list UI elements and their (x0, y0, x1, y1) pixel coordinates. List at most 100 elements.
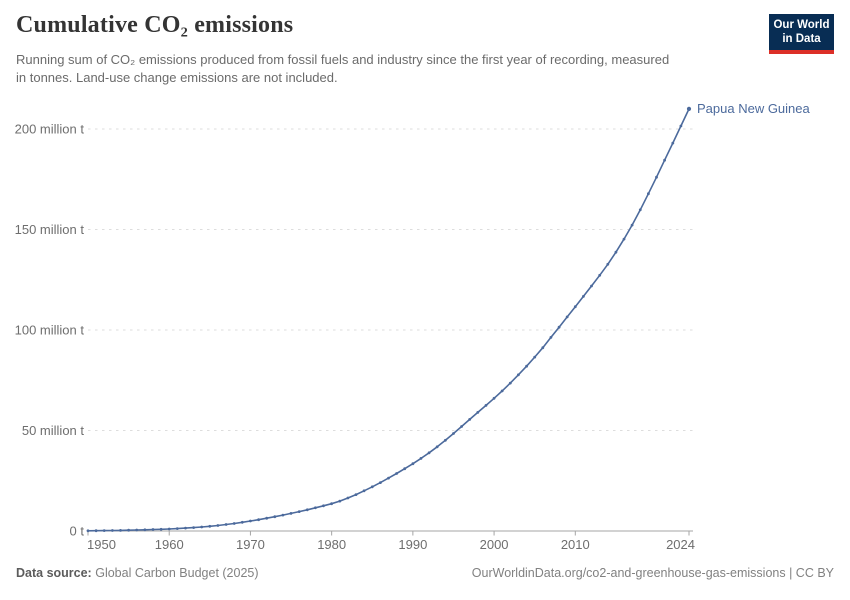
data-point-2002[interactable] (508, 381, 512, 385)
data-point-1962[interactable] (184, 526, 187, 530)
data-point-2019[interactable] (647, 192, 650, 196)
x-tick-label-1950: 1950 (87, 537, 116, 552)
data-point-2023[interactable] (679, 124, 683, 128)
data-point-1967[interactable] (224, 523, 228, 526)
chart-footer: Data source: Global Carbon Budget (2025)… (16, 566, 834, 580)
data-point-1973[interactable] (273, 515, 277, 519)
data-point-1995[interactable] (452, 432, 455, 435)
data-point-2018[interactable] (638, 208, 642, 212)
data-point-1961[interactable] (175, 527, 179, 530)
data-point-1953[interactable] (111, 529, 114, 532)
data-point-1964[interactable] (200, 525, 204, 529)
data-point-1998[interactable] (476, 411, 480, 414)
data-point-2004[interactable] (525, 364, 528, 368)
data-point-1960[interactable] (167, 527, 171, 531)
data-point-1972[interactable] (265, 516, 269, 520)
data-point-1991[interactable] (419, 457, 423, 460)
data-point-1990[interactable] (411, 462, 415, 466)
data-point-1984[interactable] (362, 489, 366, 493)
data-point-2016[interactable] (622, 237, 626, 241)
data-source-label: Data source: (16, 566, 92, 580)
data-point-2024[interactable] (686, 106, 692, 111)
data-point-2014[interactable] (606, 262, 610, 266)
data-point-1977[interactable] (305, 508, 309, 512)
data-point-2022[interactable] (671, 141, 675, 145)
data-point-1978[interactable] (314, 506, 317, 510)
data-point-2007[interactable] (549, 336, 553, 339)
y-tick-label-50: 50 million t (22, 423, 85, 438)
data-point-1988[interactable] (395, 472, 398, 475)
y-tick-label-150: 150 million t (15, 222, 85, 237)
data-point-1954[interactable] (119, 529, 122, 532)
data-point-2003[interactable] (517, 373, 520, 377)
data-point-1971[interactable] (257, 518, 260, 522)
data-point-2015[interactable] (614, 250, 618, 254)
x-tick-label-2000: 2000 (480, 537, 509, 552)
data-point-2020[interactable] (655, 175, 658, 179)
data-point-1952[interactable] (102, 529, 106, 532)
x-tick-label-2010: 2010 (561, 537, 590, 552)
series-label-papua-new-guinea[interactable]: Papua New Guinea (697, 101, 811, 116)
data-point-1963[interactable] (192, 526, 196, 529)
data-point-1957[interactable] (143, 528, 147, 532)
data-point-1996[interactable] (460, 425, 463, 428)
x-tick-label-2024: 2024 (666, 537, 695, 552)
y-tick-label-200: 200 million t (15, 122, 85, 137)
data-point-1985[interactable] (370, 485, 374, 489)
data-point-1970[interactable] (249, 519, 252, 523)
data-point-1987[interactable] (387, 476, 390, 480)
data-source: Data source: Global Carbon Budget (2025) (16, 566, 259, 580)
x-tick-label-1990: 1990 (398, 537, 427, 552)
data-point-2012[interactable] (590, 284, 593, 288)
data-point-1956[interactable] (135, 528, 139, 532)
data-point-1968[interactable] (232, 522, 236, 525)
data-point-2000[interactable] (492, 396, 496, 400)
data-point-1994[interactable] (444, 438, 447, 442)
data-point-1980[interactable] (330, 502, 333, 506)
data-point-1959[interactable] (159, 527, 163, 531)
data-point-1999[interactable] (484, 404, 488, 407)
data-point-2006[interactable] (541, 346, 545, 350)
data-point-1993[interactable] (435, 445, 439, 449)
data-point-2010[interactable] (573, 305, 577, 309)
data-point-1983[interactable] (354, 493, 358, 496)
data-point-1974[interactable] (281, 513, 285, 517)
x-tick-label-1970: 1970 (236, 537, 265, 552)
data-point-1966[interactable] (216, 524, 220, 527)
x-tick-label-1980: 1980 (317, 537, 346, 552)
data-point-1982[interactable] (346, 496, 350, 500)
attribution-link[interactable]: OurWorldinData.org/co2-and-greenhouse-ga… (471, 566, 834, 580)
series-line-papua-new-guinea[interactable] (87, 108, 690, 532)
data-point-1989[interactable] (403, 467, 407, 471)
data-point-1976[interactable] (297, 510, 301, 513)
data-point-1958[interactable] (151, 528, 155, 531)
owid-logo-line2: in Data (782, 33, 821, 46)
data-point-1965[interactable] (208, 524, 212, 528)
chart-subtitle: Running sum of CO₂ emissions produced fr… (16, 52, 670, 85)
data-point-1981[interactable] (338, 499, 342, 503)
data-point-1986[interactable] (379, 481, 382, 484)
data-point-1969[interactable] (240, 520, 244, 524)
data-point-1979[interactable] (322, 504, 325, 508)
data-point-1997[interactable] (468, 418, 472, 421)
data-point-2013[interactable] (598, 273, 602, 277)
data-point-2021[interactable] (663, 158, 666, 162)
data-point-2011[interactable] (582, 295, 585, 298)
data-point-2005[interactable] (533, 355, 537, 359)
data-point-1975[interactable] (289, 512, 293, 515)
data-point-1992[interactable] (427, 451, 431, 455)
data-point-2017[interactable] (630, 223, 634, 227)
y-tick-label-100: 100 million t (15, 323, 85, 338)
data-point-2009[interactable] (565, 315, 569, 319)
data-point-1951[interactable] (94, 529, 98, 533)
chart-title: Cumulative CO₂ emissions (16, 12, 294, 38)
owid-logo[interactable]: Our World in Data (769, 14, 834, 54)
data-point-2008[interactable] (557, 325, 561, 329)
data-point-1955[interactable] (127, 528, 130, 532)
data-point-2001[interactable] (500, 389, 504, 393)
x-tick-label-1960: 1960 (155, 537, 184, 552)
owid-logo-line1: Our World (773, 19, 830, 31)
data-point-1950[interactable] (86, 529, 90, 533)
